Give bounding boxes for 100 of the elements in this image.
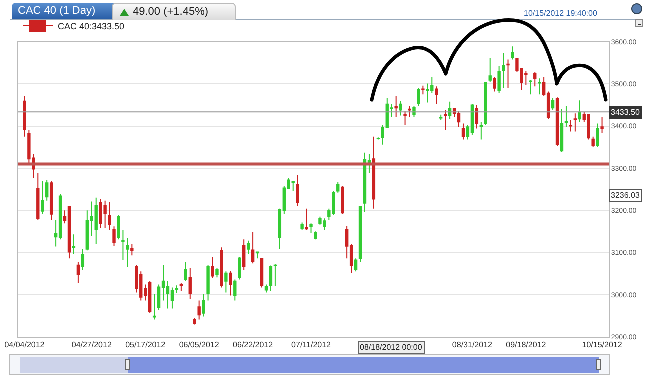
candlestick [229, 270, 232, 296]
candlestick [112, 226, 116, 246]
candlestick [475, 104, 479, 130]
annotation: 3236.03 [611, 191, 640, 200]
candlestick [358, 205, 362, 262]
candlestick [600, 116, 604, 134]
candlestick [408, 106, 412, 118]
candlestick [251, 232, 255, 264]
candlestick [211, 256, 214, 278]
text: 08/18/2012 00:00 [360, 343, 423, 352]
candlestick [417, 88, 420, 107]
candlestick [256, 251, 260, 260]
candlestick [399, 100, 402, 116]
x-tick-label: 08/31/2012 [452, 340, 494, 350]
candlestick [269, 265, 273, 292]
x-tick-label: 04/27/2012 [72, 340, 112, 350]
candlestick [220, 247, 224, 288]
candlestick [587, 114, 590, 140]
candlestick [152, 294, 156, 320]
candlestick [108, 202, 112, 230]
x-tick-label: 05/17/2012 [126, 340, 166, 350]
candlestick [292, 180, 295, 192]
candlestick [126, 237, 130, 268]
candlestick [310, 223, 313, 234]
candlestick [404, 110, 407, 126]
candlestick [264, 284, 268, 294]
legend-label: CAC 40:3433.50 [58, 22, 125, 32]
chart-title: CAC 40 (1 Day) [12, 3, 118, 19]
candlestick [224, 271, 228, 294]
candlestick [551, 98, 555, 111]
candlestick [592, 136, 595, 148]
candlestick [202, 294, 206, 318]
candlestick [488, 58, 492, 83]
candlestick [242, 239, 246, 270]
x-tick-label: 04/04/2012 [4, 340, 46, 350]
candlestick [502, 52, 506, 89]
candlestick [538, 78, 542, 96]
candlestick [300, 222, 304, 230]
candlestick [498, 66, 501, 94]
candlestick [564, 106, 568, 128]
chart-subtitle: 49.00 (+1.45%) [133, 6, 209, 18]
candlestick [193, 318, 196, 326]
candlestick [296, 174, 300, 206]
candlestick [117, 214, 120, 240]
candlestick [336, 182, 340, 194]
candlestick [314, 231, 318, 240]
x-tick-label: 07/11/2012 [292, 340, 332, 350]
candlestick [372, 136, 376, 210]
candlestick [206, 264, 210, 302]
x-tick-label: 06/22/2012 [233, 340, 274, 350]
candlestick [246, 240, 250, 254]
candlestick [470, 103, 474, 136]
candlestick [462, 123, 466, 140]
candlestick [341, 186, 344, 214]
candlestick [444, 110, 448, 131]
candlestick [130, 244, 134, 256]
candlestick [435, 86, 438, 104]
candlestick [72, 234, 76, 254]
candlestick [122, 229, 125, 261]
candlestick [480, 122, 483, 140]
candlestick [36, 172, 40, 221]
candlestick [76, 261, 80, 284]
candlestick [457, 111, 461, 128]
candlestick [198, 300, 201, 320]
candlestick [260, 258, 264, 288]
candlestick [596, 123, 600, 148]
candlestick [81, 248, 85, 270]
candlestick [188, 268, 192, 300]
candlestick [41, 180, 44, 214]
candlestick [305, 208, 308, 230]
candlestick [376, 137, 380, 140]
x-tick-label: 10/15/2012 [582, 340, 623, 350]
candlestick [484, 82, 488, 126]
candlestick [238, 256, 242, 280]
candlestick [23, 96, 26, 138]
candlestick [394, 96, 398, 118]
candlestick [556, 97, 560, 148]
text: 10/15/2012 19:40:00 [524, 9, 598, 18]
candlestick [363, 152, 367, 213]
candlestick [180, 282, 184, 292]
candlestick [184, 261, 188, 282]
candlestick [50, 180, 54, 221]
candlestick [578, 100, 582, 123]
candlestick [560, 108, 564, 152]
candlestick [440, 114, 443, 120]
candlestick [511, 46, 514, 60]
candlestick [46, 180, 49, 202]
candlestick [529, 80, 532, 96]
candlestick [493, 76, 496, 92]
candlestick [422, 85, 425, 96]
x-tick-label: 09/18/2012 [506, 340, 547, 350]
ref-line-label: 3433.50 [611, 108, 640, 117]
candlestick [354, 258, 358, 272]
candlestick [94, 197, 98, 245]
x-tick-label: 06/05/2012 [179, 340, 220, 350]
candlestick [216, 268, 219, 278]
candlestick [574, 113, 578, 132]
candlestick [175, 285, 179, 294]
candlestick [506, 59, 510, 89]
candlestick [448, 101, 452, 120]
